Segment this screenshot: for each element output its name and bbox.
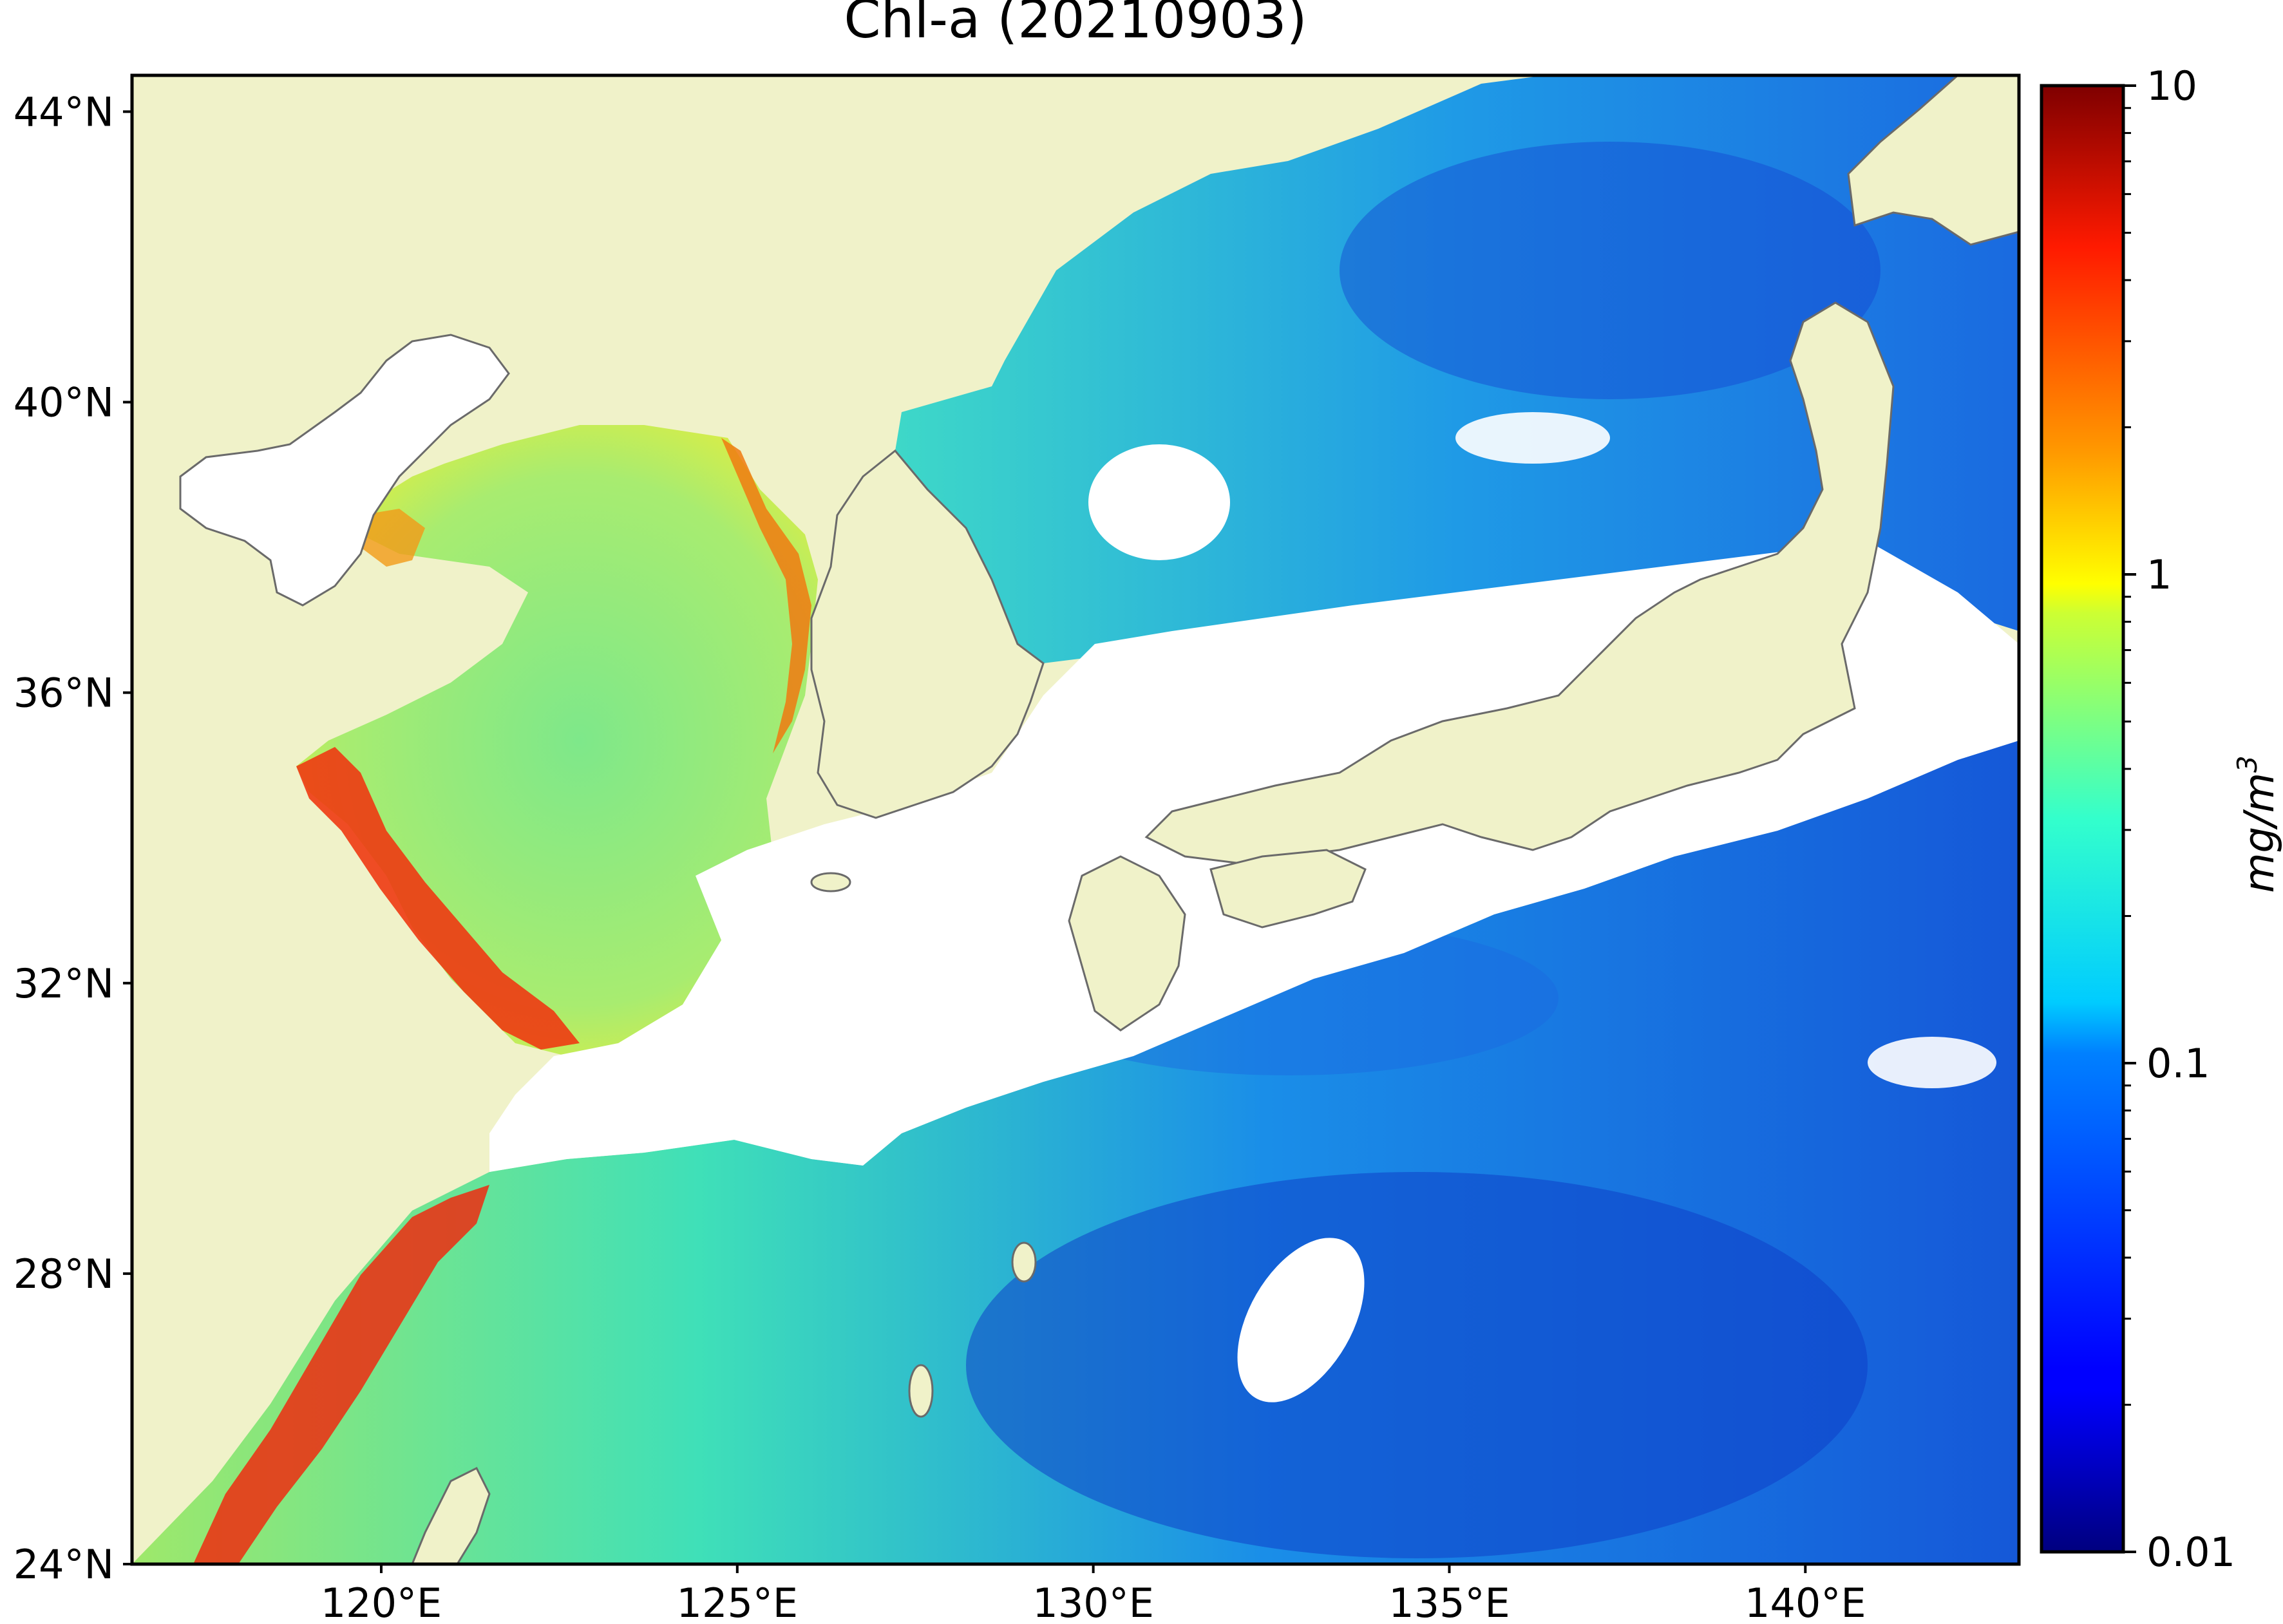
cloud-patch <box>1088 444 1230 560</box>
lat-tick-label: 36°N <box>14 670 114 717</box>
lon-tick-label: 135°E <box>1388 1580 1510 1624</box>
colorbar-tick-label: 1 <box>2146 551 2172 598</box>
map-title: Chl-a (20210903) <box>844 0 1307 50</box>
coastal-bloom-band-east <box>721 438 811 753</box>
island-okinawa <box>908 1364 934 1418</box>
colorbar-gradient <box>2040 84 2125 1554</box>
north-blue-patch <box>1340 142 1880 399</box>
oligotrophic-gyre <box>966 1172 1868 1558</box>
bohai-nodata <box>179 334 510 607</box>
map-panel <box>132 75 2019 1564</box>
bohai-bloom <box>361 509 425 567</box>
cloud-patch-3 <box>1455 412 1610 464</box>
lon-tick-label: 125°E <box>677 1580 799 1624</box>
korea-peninsula <box>810 449 1045 819</box>
lat-tick-label: 28°N <box>14 1251 114 1298</box>
taiwan-island <box>411 1466 491 1564</box>
colorbar-tick-label: 0.1 <box>2146 1040 2210 1087</box>
colorbar: 10 1 0.1 0.01 mg/m3 <box>2040 62 2283 1576</box>
map-frame <box>130 73 2021 1566</box>
lon-tick-label: 120°E <box>321 1580 442 1624</box>
japan-honshu <box>1144 301 1895 864</box>
lon-tick-label: 140°E <box>1745 1580 1866 1624</box>
colorbar-label: mg/m3 <box>2231 755 2283 893</box>
lat-tick-label: 24°N <box>14 1541 114 1588</box>
colorbar-tick-label: 0.01 <box>2146 1529 2235 1576</box>
lon-tick-label: 130°E <box>1032 1580 1154 1624</box>
coastal-bloom-band <box>296 747 580 1050</box>
island-amami <box>1011 1242 1037 1283</box>
japan-kyushu <box>1068 855 1186 1032</box>
latitude-axis: 44°N 40°N 36°N 32°N 28°N 24°N <box>14 88 132 1588</box>
island-jeju <box>810 872 851 892</box>
cloud-patch-2 <box>1237 1238 1365 1402</box>
japan-hokkaido <box>1847 75 2019 246</box>
japan-shikoku <box>1209 849 1367 929</box>
colorbar-ticks: 10 1 0.1 0.01 <box>2123 62 2235 1576</box>
colorbar-tick-label: 10 <box>2146 62 2197 109</box>
lat-tick-label: 32°N <box>14 960 114 1007</box>
lat-tick-label: 44°N <box>14 88 114 135</box>
longitude-axis: 120°E 125°E 130°E 135°E 140°E <box>321 1564 1866 1624</box>
cloud-patch-4 <box>1868 1037 1996 1088</box>
lat-tick-label: 40°N <box>14 379 114 426</box>
southern-coastal-bloom <box>193 1185 489 1564</box>
